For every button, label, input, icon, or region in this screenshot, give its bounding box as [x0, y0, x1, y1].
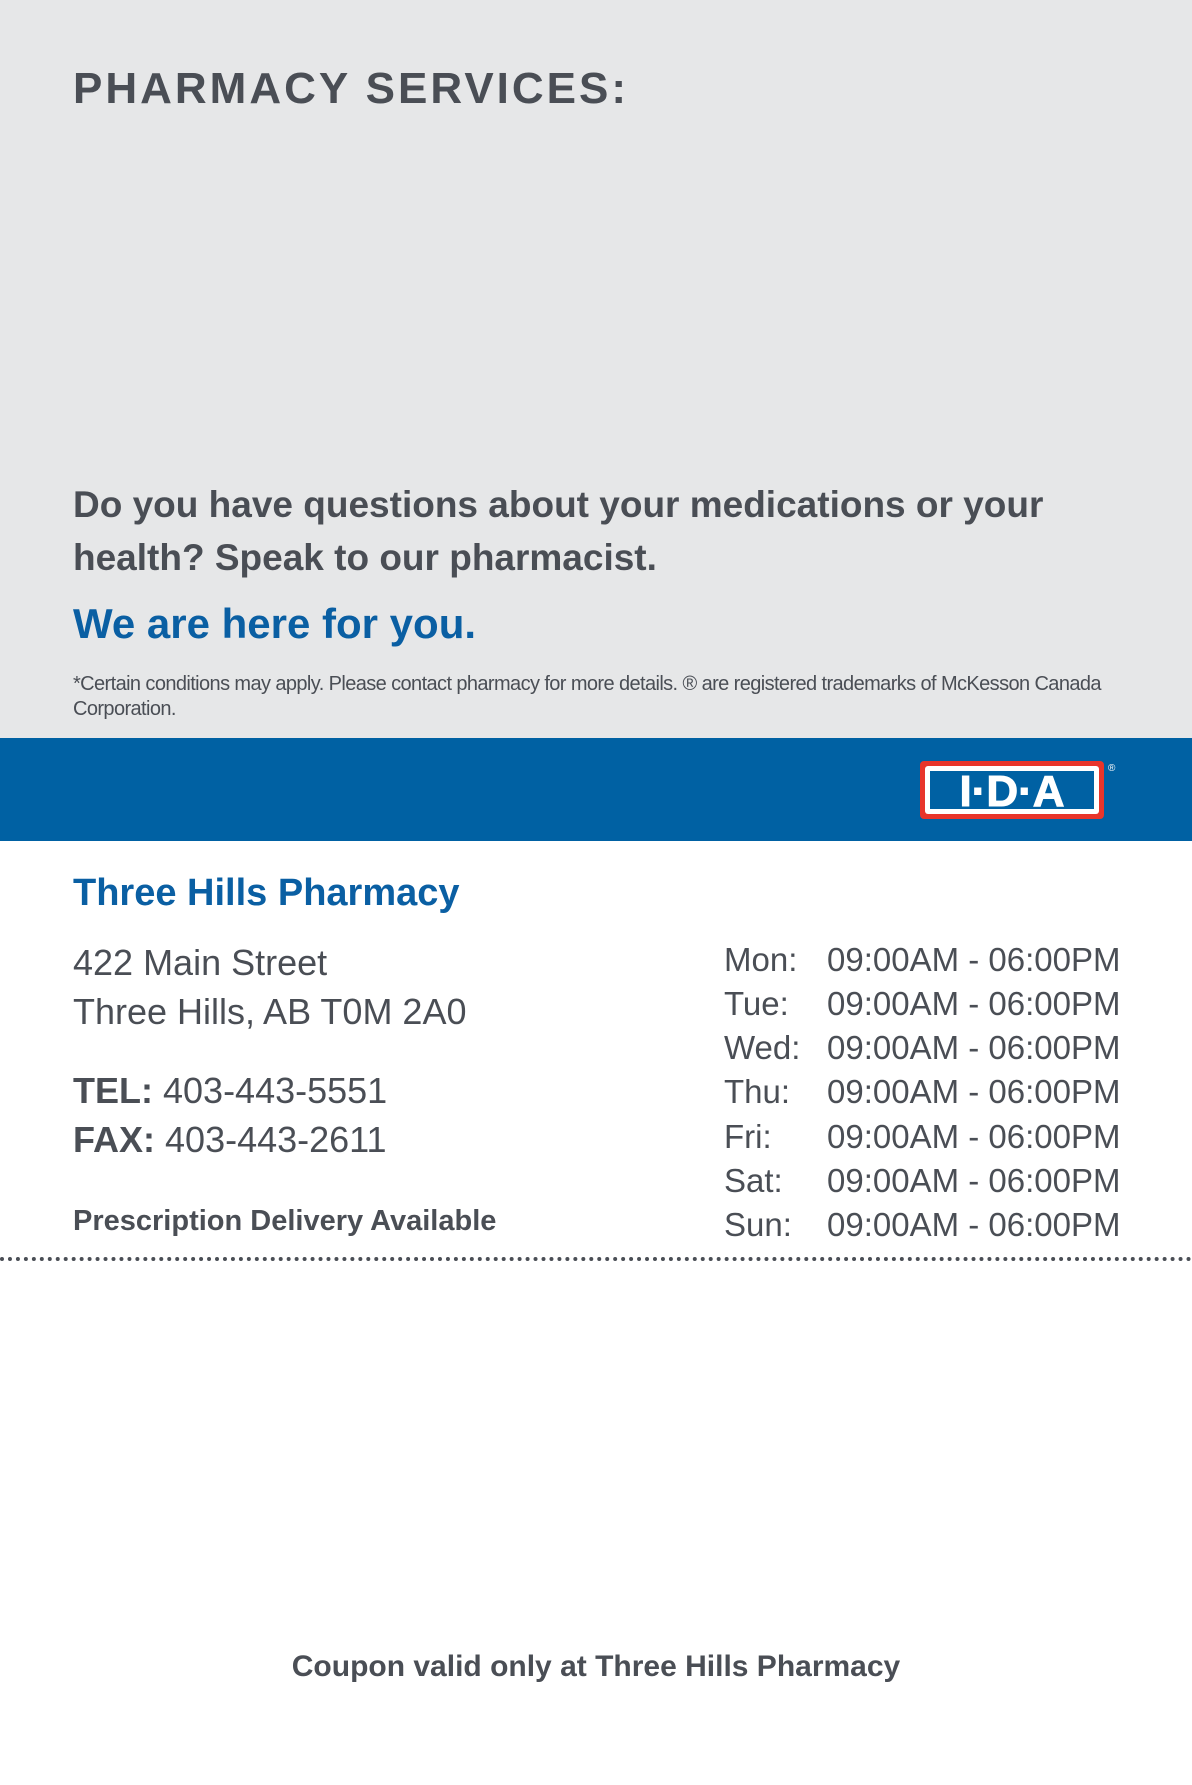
tel-label: TEL:	[73, 1070, 153, 1111]
hours-row: Sun: 09:00AM - 06:00PM	[724, 1206, 1121, 1244]
hours-row: Wed: 09:00AM - 06:00PM	[724, 1029, 1121, 1067]
fax-label: FAX:	[73, 1119, 156, 1160]
time: 09:00AM - 06:00PM	[827, 1073, 1121, 1110]
pharmacist-question: Do you have questions about your medicat…	[73, 484, 1044, 578]
day: Mon:	[724, 941, 798, 978]
day: Sun:	[724, 1206, 792, 1243]
coupon-cut-line	[0, 1257, 1192, 1261]
time: 09:00AM - 06:00PM	[827, 1118, 1121, 1155]
hours-row: Tue: 09:00AM - 06:00PM	[724, 985, 1121, 1023]
svg-text:I·D·A: I·D·A	[959, 767, 1064, 816]
day: Tue:	[724, 985, 789, 1022]
phone: TEL: 403-443-5551	[73, 1070, 387, 1112]
hours-row: Sat: 09:00AM - 06:00PM	[724, 1162, 1121, 1200]
hours-row: Thu: 09:00AM - 06:00PM	[724, 1073, 1121, 1111]
time: 09:00AM - 06:00PM	[827, 941, 1121, 978]
time: 09:00AM - 06:00PM	[827, 1206, 1121, 1243]
services-panel	[0, 0, 1192, 738]
address-line-2: Three Hills, AB T0M 2A0	[73, 991, 467, 1032]
pharmacy-name: Three Hills Pharmacy	[73, 872, 460, 914]
tagline: We are here for you.	[73, 600, 477, 647]
day: Sat:	[724, 1162, 783, 1199]
svg-text:®: ®	[1108, 763, 1116, 774]
time: 09:00AM - 06:00PM	[827, 985, 1121, 1022]
time: 09:00AM - 06:00PM	[827, 1162, 1121, 1199]
hours-row: Mon: 09:00AM - 06:00PM	[724, 941, 1121, 979]
address-line-1: 422 Main Street	[73, 942, 328, 983]
day: Thu:	[724, 1073, 791, 1110]
day: Fri:	[724, 1118, 772, 1155]
delivery-note: Prescription Delivery Available	[73, 1205, 497, 1237]
fax-number: 403-443-2611	[165, 1119, 387, 1160]
page-title: PHARMACY SERVICES:	[73, 64, 630, 113]
ida-logo: I·D·A ®	[920, 761, 1116, 819]
day: Wed:	[724, 1029, 801, 1066]
tel-number[interactable]: 403-443-5551	[163, 1070, 388, 1111]
fax: FAX: 403-443-2611	[73, 1119, 387, 1161]
time: 09:00AM - 06:00PM	[827, 1029, 1121, 1066]
coupon-note: Coupon valid only at Three Hills Pharmac…	[291, 1650, 901, 1683]
footnote: *Certain conditions may apply. Please co…	[73, 673, 1102, 720]
hours-row: Fri: 09:00AM - 06:00PM	[724, 1118, 1121, 1156]
